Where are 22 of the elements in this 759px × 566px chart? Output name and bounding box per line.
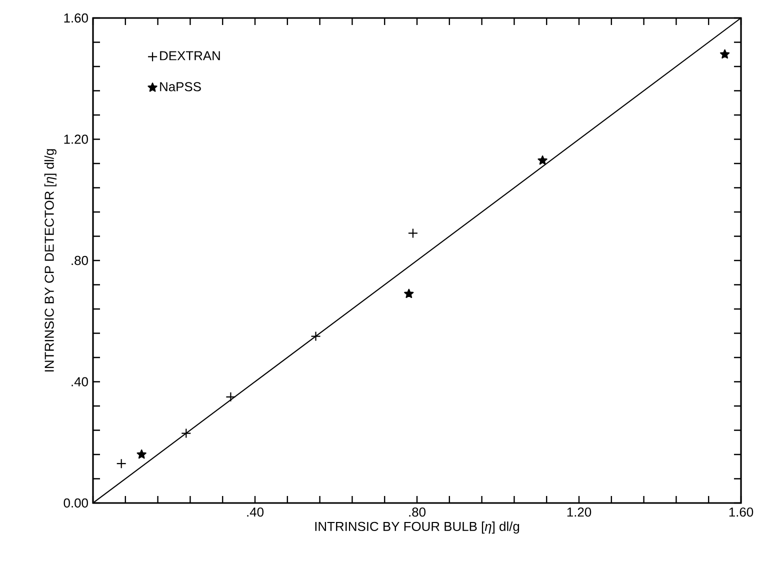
y-tick-label: .40 bbox=[72, 377, 88, 386]
point bbox=[538, 155, 548, 165]
point bbox=[720, 49, 730, 59]
x-tick-label: .40 bbox=[247, 508, 264, 517]
legend-label: NaPSS bbox=[160, 82, 201, 92]
point bbox=[181, 428, 192, 438]
y-tick-label: .80 bbox=[72, 256, 88, 266]
point bbox=[116, 458, 126, 469]
legend-label: DEXTRAN bbox=[160, 51, 220, 60]
x-tick-label: 1.20 bbox=[567, 508, 592, 517]
y-tick-label: 1.60 bbox=[64, 13, 88, 23]
y-tick-label: 0.00 bbox=[64, 498, 88, 508]
x-tick-label: .80 bbox=[409, 508, 426, 517]
y-tick-label: 1.20 bbox=[64, 134, 88, 144]
x-axis-title: INTRINSIC BY FOUR BULB [η] dl/g bbox=[315, 522, 520, 534]
point bbox=[136, 449, 146, 459]
point bbox=[408, 228, 418, 238]
point bbox=[310, 331, 321, 342]
x-tick-label: 1.60 bbox=[729, 508, 754, 517]
point bbox=[404, 288, 414, 298]
point bbox=[226, 392, 236, 402]
y-axis-title: INTRINSIC BY CP DETECTOR [η] dl/g bbox=[44, 149, 56, 372]
